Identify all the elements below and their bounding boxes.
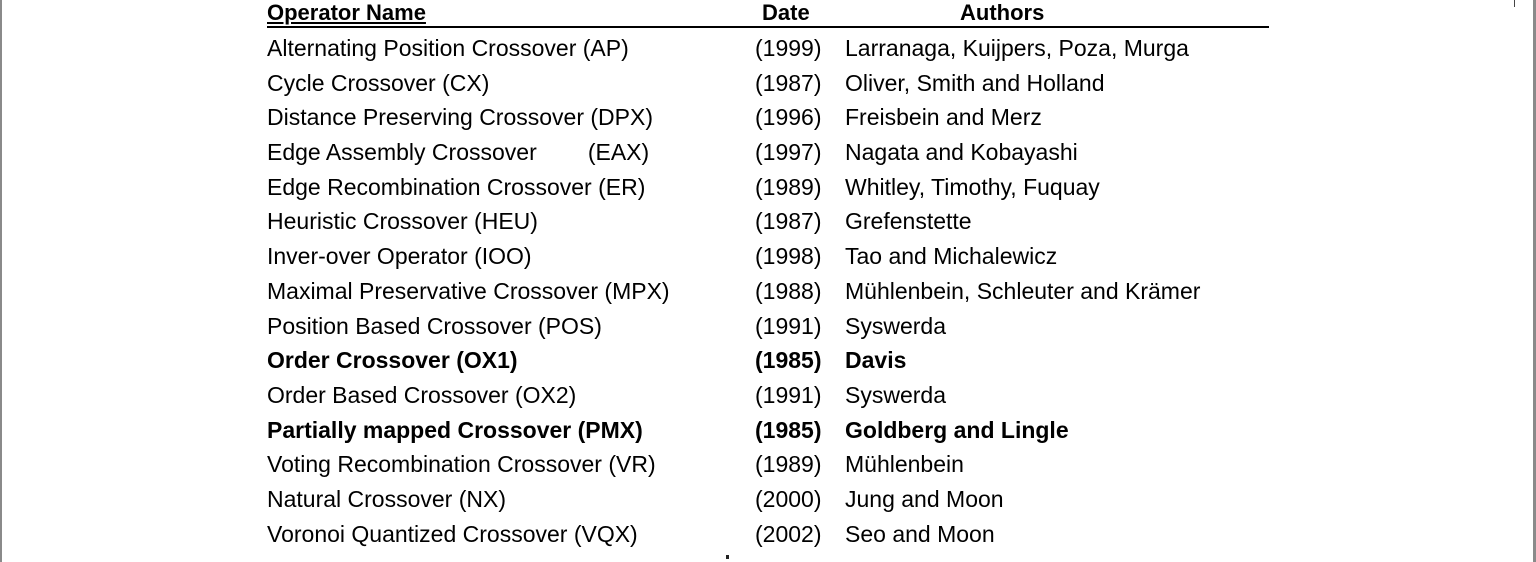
table-header: Operator Name Date Authors <box>267 0 1269 28</box>
operator-name-cell: Edge Assembly Crossover (EAX) <box>267 139 650 166</box>
table-row: Inver-over Operator (IOO) (1998) Tao and… <box>267 239 1269 274</box>
date-cell: (1991) <box>755 381 822 408</box>
authors-cell: Jung and Moon <box>845 485 1004 512</box>
table-row: Order Crossover (OX1) (1985) Davis <box>267 343 1269 378</box>
page-edge-right <box>1533 0 1536 562</box>
header-date: Date <box>762 0 810 25</box>
authors-cell: Tao and Michalewicz <box>845 243 1058 270</box>
authors-cell: Whitley, Timothy, Fuquay <box>845 173 1100 200</box>
table-row: Alternating Position Crossover (AP) (199… <box>267 31 1269 66</box>
authors-cell: Syswerda <box>845 312 946 339</box>
operator-name-cell: Voronoi Quantized Crossover (VQX) <box>267 520 638 547</box>
table-row: Distance Preserving Crossover (DPX) (199… <box>267 100 1269 135</box>
date-cell: (1991) <box>755 312 822 339</box>
page-edge-left <box>0 0 2 562</box>
table-row: Heuristic Crossover (HEU) (1987) Grefens… <box>267 204 1269 239</box>
margin-marker <box>726 555 729 559</box>
date-cell: (1988) <box>755 277 822 304</box>
date-cell: (1987) <box>755 208 822 235</box>
date-cell: (1999) <box>755 35 822 61</box>
authors-cell: Mühlenbein <box>845 451 964 478</box>
date-cell: (2000) <box>755 485 822 512</box>
header-operator-name: Operator Name <box>267 0 426 25</box>
operator-name-cell: Partially mapped Crossover (PMX) <box>267 416 643 443</box>
date-cell: (1985) <box>755 347 822 374</box>
authors-cell: Davis <box>845 347 907 374</box>
authors-cell: Seo and Moon <box>845 520 995 547</box>
operator-name-cell: Order Based Crossover (OX2) <box>267 381 577 408</box>
operator-name-cell: Cycle Crossover (CX) <box>267 69 490 96</box>
table-row: Position Based Crossover (POS) (1991) Sy… <box>267 309 1269 344</box>
authors-cell: Oliver, Smith and Holland <box>845 69 1105 96</box>
table-row: Natural Crossover (NX) (2000) Jung and M… <box>267 482 1269 517</box>
date-cell: (1989) <box>755 451 822 478</box>
table-row: Maximal Preservative Crossover (MPX) (19… <box>267 274 1269 309</box>
date-cell: (1996) <box>755 104 822 131</box>
table-row: Cycle Crossover (CX) (1987) Oliver, Smit… <box>267 66 1269 101</box>
date-cell: (2002) <box>755 520 822 547</box>
table-row: Voronoi Quantized Crossover (VQX) (2002)… <box>267 517 1269 552</box>
operator-name-cell: Alternating Position Crossover (AP) <box>267 35 629 61</box>
table-row: Partially mapped Crossover (PMX) (1985) … <box>267 413 1269 448</box>
authors-cell: Goldberg and Lingle <box>845 416 1069 443</box>
authors-cell: Freisbein and Merz <box>845 104 1042 131</box>
operator-name-cell: Maximal Preservative Crossover (MPX) <box>267 277 670 304</box>
authors-cell: Nagata and Kobayashi <box>845 139 1078 166</box>
table-row: Edge Assembly Crossover (EAX) (1997) Nag… <box>267 135 1269 170</box>
operator-name-cell: Natural Crossover (NX) <box>267 485 506 512</box>
margin-marker <box>1514 0 1515 7</box>
table-row: Edge Recombination Crossover (ER) (1989)… <box>267 170 1269 205</box>
operator-name-cell: Voting Recombination Crossover (VR) <box>267 451 656 478</box>
authors-cell: Grefenstette <box>845 208 972 235</box>
date-cell: (1997) <box>755 139 822 166</box>
operator-name-cell: Heuristic Crossover (HEU) <box>267 208 538 235</box>
authors-cell: Larranaga, Kuijpers, Poza, Murga <box>845 35 1189 61</box>
date-cell: (1985) <box>755 416 822 443</box>
table-body: Alternating Position Crossover (AP) (199… <box>267 31 1269 551</box>
operator-name-cell: Distance Preserving Crossover (DPX) <box>267 104 654 131</box>
authors-cell: Mühlenbein, Schleuter and Krämer <box>845 277 1201 304</box>
date-cell: (1987) <box>755 69 822 96</box>
authors-cell: Syswerda <box>845 381 946 408</box>
operator-name-cell: Inver-over Operator (IOO) <box>267 243 532 270</box>
operator-name-cell: Position Based Crossover (POS) <box>267 312 602 339</box>
header-authors: Authors <box>960 0 1045 25</box>
operator-name-cell: Edge Recombination Crossover (ER) <box>267 173 646 200</box>
crossover-operators-table: Operator Name Date Authors Alternating P… <box>267 0 1269 547</box>
table-row: Order Based Crossover (OX2) (1991) Syswe… <box>267 378 1269 413</box>
date-cell: (1989) <box>755 173 822 200</box>
date-cell: (1998) <box>755 243 822 270</box>
operator-name-cell: Order Crossover (OX1) <box>267 347 518 374</box>
table-row: Voting Recombination Crossover (VR) (198… <box>267 447 1269 482</box>
